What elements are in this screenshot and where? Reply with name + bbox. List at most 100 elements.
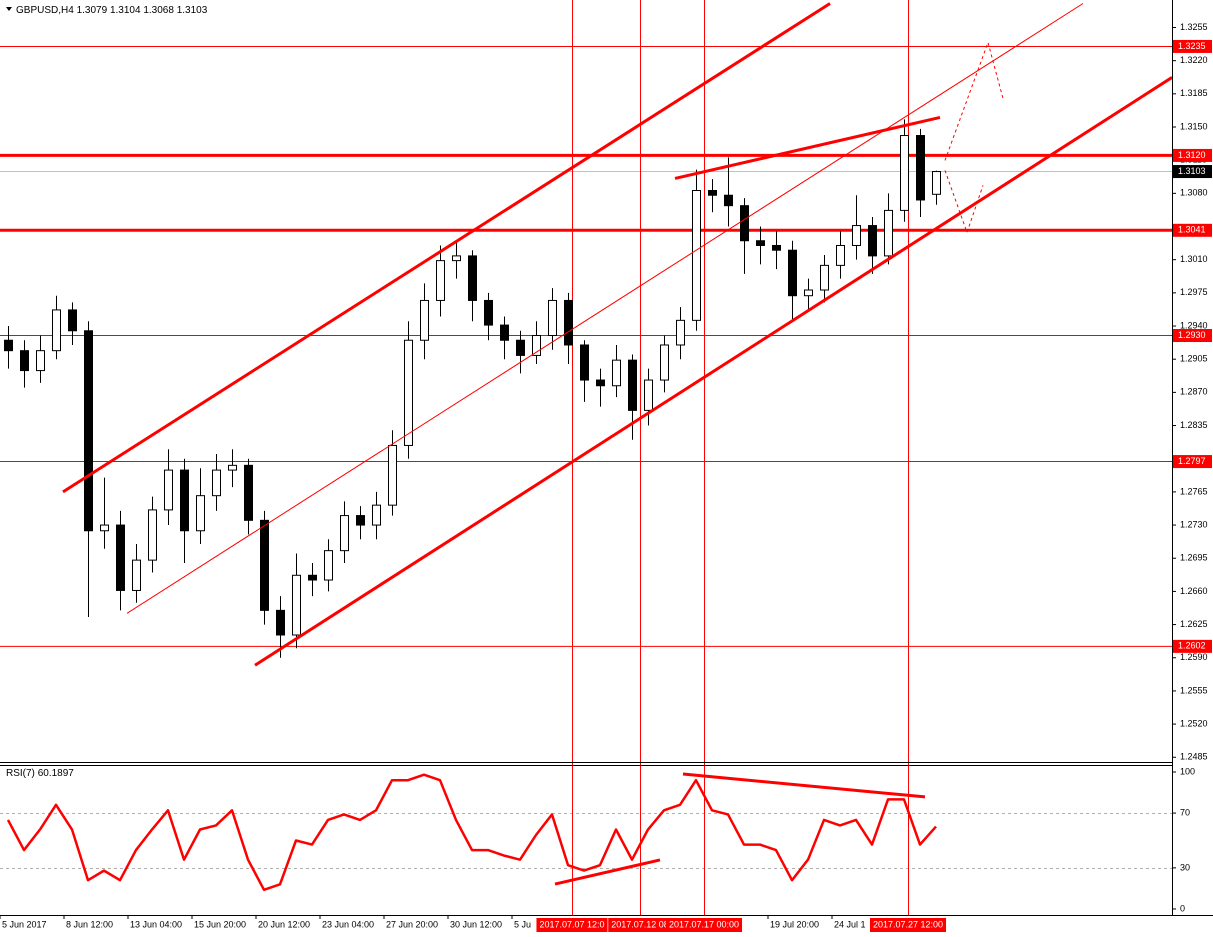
candle-body [564, 299, 573, 346]
time-marker-label: 2017.07.17 00:00 [669, 919, 739, 929]
candle-body [100, 524, 109, 532]
time-marker-label: 2017.07.07 12:0 [539, 919, 604, 929]
current-price-label-box [1173, 165, 1212, 179]
time-marker-box [536, 918, 608, 932]
y-tick-label: 1.2485 [1180, 752, 1208, 762]
candle-body [228, 464, 237, 471]
candle-body [692, 190, 701, 321]
candle-body [292, 574, 301, 636]
x-tick-label: 13 Jun 04:00 [130, 919, 182, 929]
x-tick-label: 5 Ju [514, 919, 531, 929]
level-label-box [1173, 223, 1212, 237]
candle-body [212, 469, 221, 497]
current-price-label: 1.3103 [1178, 166, 1206, 176]
last-close: 1.3103 [177, 5, 208, 16]
x-tick-label: 19 Jul 20:00 [770, 919, 819, 929]
symbol: GBPUSD,H4 [16, 5, 74, 16]
trendline [674, 115, 941, 180]
candle-body [468, 255, 477, 301]
candle-body [612, 359, 621, 387]
y-tick-label: 1.2870 [1180, 387, 1208, 397]
rsi-last: 60.1897 [38, 768, 75, 779]
y-tick-label: 1.2835 [1180, 420, 1208, 430]
candle-body [4, 339, 13, 352]
menu-triangle[interactable] [6, 7, 12, 11]
candle-body [740, 205, 749, 242]
candle-body [356, 515, 365, 526]
trendline [62, 2, 831, 494]
y-tick-label: 1.2730 [1180, 519, 1208, 529]
x-tick-label: 24 Jul 1 [834, 919, 866, 929]
level-label-box [1173, 329, 1212, 343]
candle-body [660, 344, 669, 381]
last-open: 1.3079 [77, 5, 108, 16]
candle-body [500, 324, 509, 341]
x-tick-label: 8 Jun 12:00 [66, 919, 113, 929]
level-label: 1.3041 [1178, 225, 1206, 235]
rsi-line [6, 773, 937, 892]
candle-body [644, 379, 653, 411]
candle-body [900, 135, 909, 211]
candle-body [148, 509, 157, 561]
y-tick-label: 1.3150 [1180, 121, 1208, 131]
candle-body [596, 379, 605, 387]
candle-body [340, 515, 349, 552]
level-label-box [1173, 39, 1212, 53]
y-tick-label: 1.2940 [1180, 320, 1208, 330]
candle-body [132, 559, 141, 591]
last-low: 1.3068 [143, 5, 174, 16]
candle-body [820, 264, 829, 291]
level-label: 1.3235 [1178, 41, 1206, 51]
candle-body [708, 190, 717, 196]
time-marker-label: 2017.07.27 12:00 [873, 919, 943, 929]
x-tick-label: 20 Jun 12:00 [258, 919, 310, 929]
candle-body [724, 194, 733, 207]
candle-body [372, 504, 381, 526]
time-marker-box [608, 918, 672, 932]
trendline [944, 40, 1004, 161]
x-tick-label: 23 Jun 04:00 [322, 919, 374, 929]
candle-body [388, 444, 397, 506]
trendline [254, 76, 1173, 667]
time-marker-label: 2017.07.12 08 [611, 919, 669, 929]
y-tick-label: 1.2905 [1180, 354, 1208, 364]
time-marker-box [665, 918, 743, 932]
candle-body [532, 335, 541, 356]
rsi-tick-label: 30 [1180, 862, 1190, 872]
candle-body [788, 249, 797, 297]
candle-body [868, 225, 877, 257]
y-tick-label: 1.2765 [1180, 486, 1208, 496]
level-label: 1.2797 [1178, 456, 1206, 466]
y-tick-label: 1.2975 [1180, 287, 1208, 297]
y-tick-label: 1.3220 [1180, 55, 1208, 65]
rsi-tick-label: 100 [1180, 766, 1195, 776]
rsi-name: RSI(7) [6, 768, 35, 779]
candle-body [932, 171, 941, 195]
candle-body [276, 609, 285, 636]
candle-body [52, 309, 61, 352]
rsi-trendline [554, 858, 661, 886]
candle-body [244, 464, 253, 521]
rsi-tick-label: 0 [1180, 903, 1185, 913]
y-tick-label: 1.3080 [1180, 188, 1208, 198]
candle-body [916, 135, 925, 201]
y-tick-label: 1.3185 [1180, 88, 1208, 98]
y-tick-label: 1.3010 [1180, 254, 1208, 264]
candle-body [116, 524, 125, 591]
candle-body [836, 244, 845, 266]
rsi-header: RSI(7) 60.1897 [6, 768, 74, 779]
level-label: 1.3120 [1178, 150, 1206, 160]
candle-body [308, 574, 317, 581]
x-tick-label: 30 Jun 12:00 [450, 919, 502, 929]
candle-body [852, 225, 861, 246]
candle-body [756, 240, 765, 246]
candle-body [772, 244, 781, 251]
candle-body [884, 209, 893, 257]
candle-body [164, 469, 173, 511]
y-tick-label: 1.2590 [1180, 652, 1208, 662]
time-marker-box [869, 918, 947, 932]
chart-header: GBPUSD,H4 1.3079 1.3104 1.3068 1.3103 [16, 5, 208, 16]
candle-body [84, 330, 93, 532]
